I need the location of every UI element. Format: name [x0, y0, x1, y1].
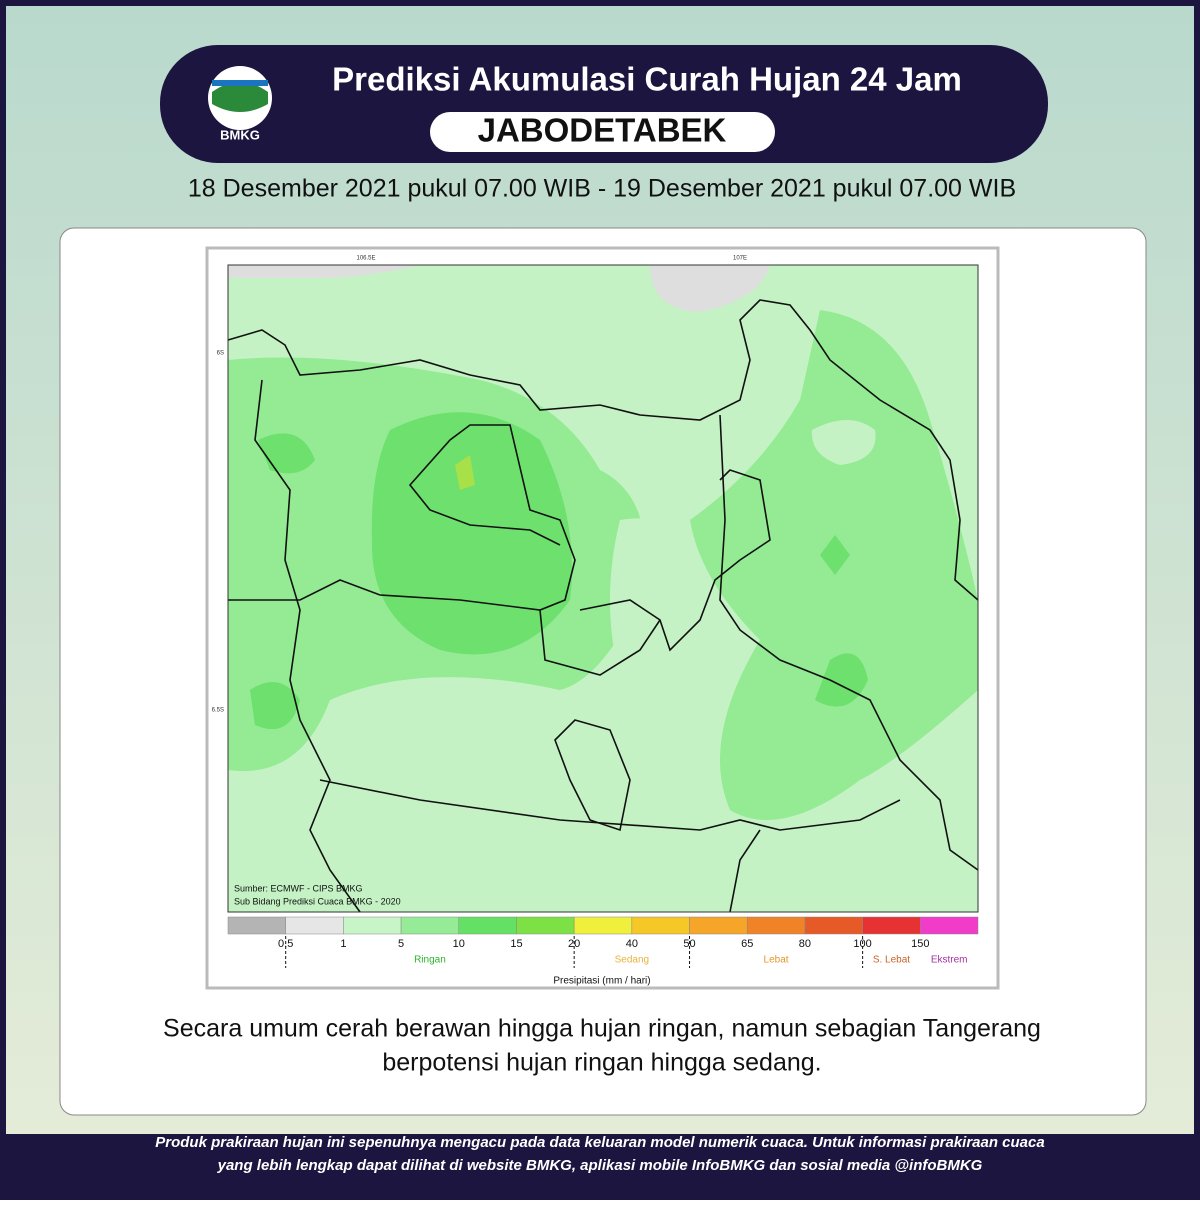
source: Sub Bidang Prediksi Cuaca BMKG - 2020 — [234, 896, 401, 906]
legend-swatch — [804, 916, 863, 935]
region: JABODETABEK — [478, 112, 727, 149]
zone-strong — [455, 455, 475, 490]
description: berpotensi hujan ringan hingga sedang. — [382, 1049, 821, 1077]
legend-category: Lebat — [764, 955, 789, 966]
description: Secara umum cerah berawan hingga hujan r… — [163, 1015, 1041, 1043]
footer: yang lebih lengkap dapat dilihat di webs… — [217, 1157, 983, 1174]
lon-label: 107E — [733, 256, 747, 262]
zone-base — [610, 420, 876, 734]
lat-label: 6.5S — [212, 708, 224, 714]
legend-swatch — [343, 916, 402, 935]
legend-tick: 65 — [741, 938, 753, 950]
legend-tick: 80 — [799, 938, 811, 950]
zone-medium — [250, 433, 868, 730]
logo-mark — [212, 82, 268, 112]
legend-tick: 10 — [453, 938, 465, 950]
legend-swatch — [746, 916, 806, 935]
legend-swatch — [227, 916, 286, 935]
header-bar — [160, 45, 1048, 163]
logo-text: BMKG — [220, 127, 260, 142]
legend-swatch — [516, 916, 575, 935]
legend-swatch — [573, 916, 633, 935]
legend-tick: 40 — [626, 938, 638, 950]
plot-border — [227, 264, 979, 913]
lon-label: 106.5E — [356, 256, 375, 262]
zone-medium — [371, 412, 572, 655]
legend-category: Ringan — [414, 955, 446, 966]
boundaries — [227, 299, 979, 913]
legend-swatch — [400, 916, 460, 935]
legend-tick: 150 — [911, 938, 929, 950]
legend-tick: 15 — [510, 938, 522, 950]
legend-category: S. Lebat — [873, 955, 910, 966]
legend-swatch — [285, 916, 344, 935]
legend-category: Sedang — [615, 955, 649, 966]
legend-swatch — [920, 916, 979, 935]
legend-tick: 1 — [340, 938, 346, 950]
legend-swatch — [862, 916, 921, 935]
period: 18 Desember 2021 pukul 07.00 WIB - 19 De… — [188, 175, 1016, 203]
legend-swatch — [631, 916, 690, 935]
legend-category: Ekstrem — [931, 955, 968, 966]
region-pill — [430, 112, 775, 152]
legend-axis-label: Presipitasi (mm / hari) — [553, 976, 650, 987]
title: Prediksi Akumulasi Curah Hujan 24 Jam — [332, 61, 962, 98]
no-rain — [228, 265, 770, 312]
logo-stripe — [212, 80, 268, 86]
legend-swatch — [458, 916, 517, 935]
lat-label: 6S — [217, 351, 224, 357]
footer: Produk prakiraan hujan ini sepenuhnya me… — [155, 1134, 1044, 1151]
source: Sumber: ECMWF - CIPS BMKG — [234, 883, 363, 893]
legend-swatch — [689, 916, 748, 935]
legend-tick: 5 — [398, 938, 404, 950]
map — [227, 265, 979, 913]
